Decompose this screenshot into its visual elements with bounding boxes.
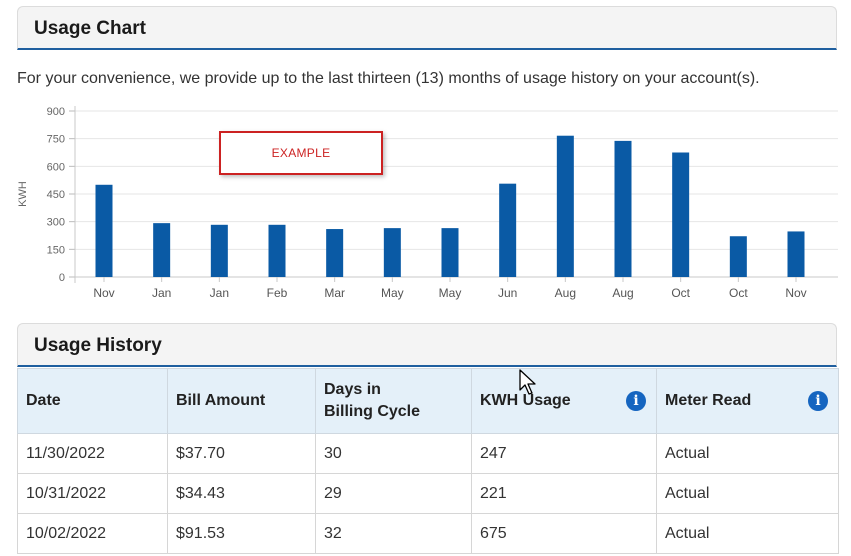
usage-history-table: Date Bill Amount Days in Billing Cycle K… [17,368,839,554]
bill-amount-cell: $34.43 [167,473,316,514]
y-tick-label: 0 [59,272,65,284]
usage-bar-chart: 0 150 300 450 600 750 900 KWH Nov Jan Jan Feb Mar May… [17,106,838,300]
x-tick-label: Mar [324,286,345,300]
table-row: 10/02/2022 $91.53 32 675 Actual [17,513,839,554]
y-tick-label: 150 [47,244,65,256]
usage-bar[interactable] [672,152,690,278]
column-header-bill-amount[interactable]: Bill Amount [167,368,316,434]
y-tick-label: 450 [47,189,65,201]
example-label: EXAMPLE [271,146,331,160]
x-tick-label: Oct [729,286,748,300]
y-tick-label: 900 [47,106,65,118]
y-tick-label: 300 [47,217,65,229]
usage-history-title: Usage History [34,335,162,356]
usage-bar[interactable] [556,135,574,277]
meter-read-cell: Actual [656,513,839,554]
usage-bar[interactable] [787,231,805,277]
x-tick-label: Aug [612,286,633,300]
usage-bar[interactable] [614,140,632,277]
usage-history-header: Usage History [17,323,837,367]
x-tick-label: Jan [210,286,229,300]
kwh-usage-cell: 675 [471,513,657,554]
usage-chart-title: Usage Chart [34,18,146,39]
x-tick-label: Nov [785,286,806,300]
usage-bar[interactable] [95,184,113,277]
info-icon[interactable]: i [626,391,646,411]
kwh-usage-cell: 247 [471,433,657,474]
usage-bar[interactable] [383,228,401,277]
bill-amount-cell: $91.53 [167,513,316,554]
info-icon[interactable]: i [808,391,828,411]
usage-chart-header: Usage Chart [17,6,837,50]
bill-amount-cell: $37.70 [167,433,316,474]
x-tick-label: Aug [555,286,576,300]
date-cell: 10/02/2022 [17,513,168,554]
column-header-kwh-usage[interactable]: KWH Usage i [471,368,657,434]
mouse-cursor-icon [519,369,536,395]
table-row: 10/31/2022 $34.43 29 221 Actual [17,473,839,514]
x-tick-label: Feb [267,286,288,300]
usage-intro-text: For your convenience, we provide up to t… [17,70,760,87]
y-axis-label: KWH [17,181,29,207]
usage-bar[interactable] [268,224,286,277]
days-cell: 29 [315,473,472,514]
column-header-date[interactable]: Date [17,368,168,434]
days-header-label: Days in Billing Cycle [324,381,421,420]
days-cell: 32 [315,513,472,554]
x-tick-label: Nov [93,286,114,300]
x-tick-label: Oct [671,286,690,300]
x-tick-label: May [381,286,404,300]
table-row: 11/30/2022 $37.70 30 247 Actual [17,433,839,474]
days-cell: 30 [315,433,472,474]
usage-bar[interactable] [499,183,517,277]
usage-bar[interactable] [729,236,747,277]
y-tick-label: 600 [47,161,65,173]
usage-bar[interactable] [441,228,459,277]
usage-bar[interactable] [326,229,344,277]
meter-read-cell: Actual [656,473,839,514]
date-cell: 10/31/2022 [17,473,168,514]
x-tick-label: Jun [498,286,517,300]
meter-read-cell: Actual [656,433,839,474]
usage-bar[interactable] [153,223,171,277]
y-tick-label: 750 [47,134,65,146]
table-header-row: Date Bill Amount Days in Billing Cycle K… [17,368,839,434]
column-header-meter-read[interactable]: Meter Read i [656,368,839,434]
kwh-usage-cell: 221 [471,473,657,514]
x-tick-label: May [439,286,462,300]
date-cell: 11/30/2022 [17,433,168,474]
x-tick-label: Jan [152,286,171,300]
example-watermark: EXAMPLE [219,131,383,175]
usage-bar[interactable] [210,224,228,277]
column-header-days-in-billing-cycle[interactable]: Days in Billing Cycle [315,368,472,434]
